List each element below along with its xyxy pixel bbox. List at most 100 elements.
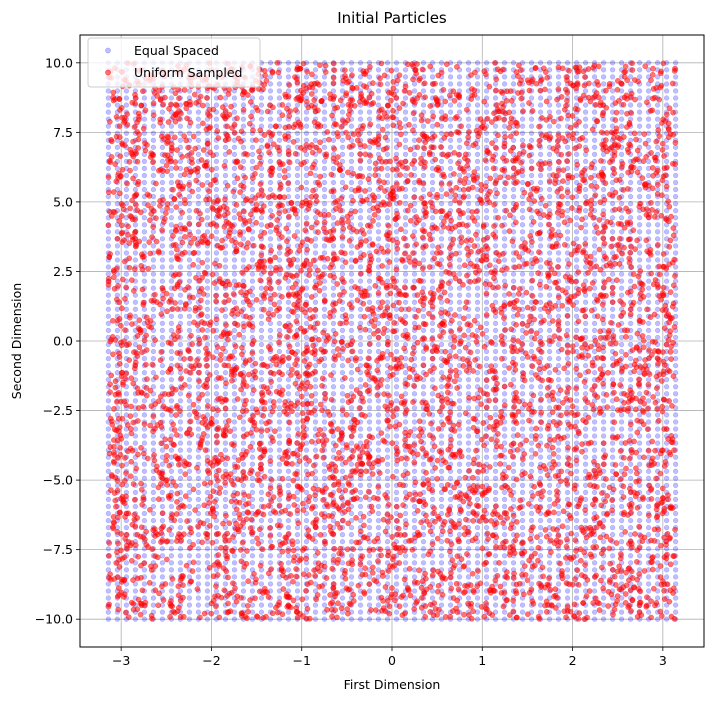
equal-point [474, 151, 481, 158]
equal-point [600, 595, 607, 601]
equal-point [231, 179, 238, 186]
equal-point [438, 503, 445, 510]
equal-point [123, 151, 130, 158]
equal-point [609, 553, 616, 559]
equal-point [627, 201, 634, 207]
equal-point [339, 179, 346, 186]
equal-point [546, 348, 553, 355]
equal-point [240, 588, 247, 594]
equal-point [258, 137, 265, 143]
equal-point [402, 130, 409, 136]
equal-point [636, 60, 643, 66]
equal-point [456, 426, 463, 432]
equal-point [447, 144, 454, 150]
equal-point [105, 355, 112, 362]
equal-point [249, 278, 256, 284]
equal-point [285, 384, 292, 390]
equal-point [357, 609, 364, 615]
equal-point [285, 426, 292, 432]
equal-point [105, 546, 112, 552]
equal-point [213, 186, 220, 193]
equal-point [429, 405, 436, 411]
equal-point [564, 524, 571, 531]
equal-point [591, 327, 598, 334]
equal-point [528, 130, 535, 136]
equal-point [321, 313, 328, 320]
equal-point [276, 468, 283, 474]
equal-point [528, 447, 535, 453]
equal-point [168, 355, 175, 362]
equal-point [330, 363, 337, 369]
equal-point [141, 412, 148, 418]
equal-point [366, 144, 373, 150]
equal-point [519, 355, 526, 362]
equal-point [411, 553, 418, 559]
equal-point [249, 616, 256, 622]
equal-point [240, 440, 247, 446]
equal-point [384, 461, 391, 467]
equal-point [654, 553, 661, 559]
equal-point [546, 454, 553, 460]
equal-point [141, 278, 148, 284]
equal-point [555, 377, 562, 383]
equal-point [609, 60, 616, 66]
equal-point [177, 341, 184, 348]
equal-point [321, 250, 328, 256]
equal-point [465, 81, 472, 87]
equal-point [231, 567, 238, 573]
equal-point [348, 67, 355, 73]
equal-point [591, 370, 598, 376]
equal-point [465, 426, 472, 432]
equal-point [168, 215, 175, 221]
equal-point [636, 123, 643, 129]
equal-point [438, 468, 445, 474]
equal-point [447, 74, 454, 80]
equal-point [384, 264, 391, 270]
equal-point [456, 257, 463, 263]
equal-point [186, 88, 193, 94]
equal-point [285, 186, 292, 193]
equal-point [447, 137, 454, 143]
equal-point [123, 88, 130, 94]
equal-point [582, 517, 589, 524]
equal-point [627, 468, 634, 474]
equal-point [195, 426, 202, 432]
equal-point [609, 377, 616, 383]
equal-point [357, 278, 364, 284]
equal-point [438, 81, 445, 87]
equal-point [627, 377, 634, 383]
equal-point [294, 426, 301, 432]
equal-point [537, 151, 544, 158]
equal-point [222, 447, 229, 453]
equal-point [564, 306, 571, 312]
equal-point [564, 327, 571, 334]
equal-point [258, 532, 265, 538]
equal-point [645, 468, 652, 474]
equal-point [519, 208, 526, 214]
equal-point [393, 377, 400, 383]
equal-point [591, 581, 598, 587]
equal-point [402, 264, 409, 270]
equal-point [105, 588, 112, 594]
equal-point [330, 243, 337, 249]
equal-point [519, 313, 526, 320]
equal-point [348, 532, 355, 538]
equal-point [141, 222, 148, 228]
equal-point [258, 419, 265, 425]
equal-point [618, 377, 625, 383]
equal-point [249, 454, 256, 460]
equal-point [177, 482, 184, 489]
equal-point [384, 208, 391, 214]
equal-point [276, 250, 283, 256]
equal-point [654, 433, 661, 439]
equal-point [114, 165, 121, 172]
equal-point [654, 250, 661, 256]
equal-point [339, 468, 346, 474]
equal-point [321, 158, 328, 165]
equal-point [636, 130, 643, 136]
equal-point [429, 271, 436, 277]
equal-point [645, 609, 652, 615]
equal-point [636, 243, 643, 249]
equal-point [213, 116, 220, 122]
equal-point [600, 74, 607, 80]
